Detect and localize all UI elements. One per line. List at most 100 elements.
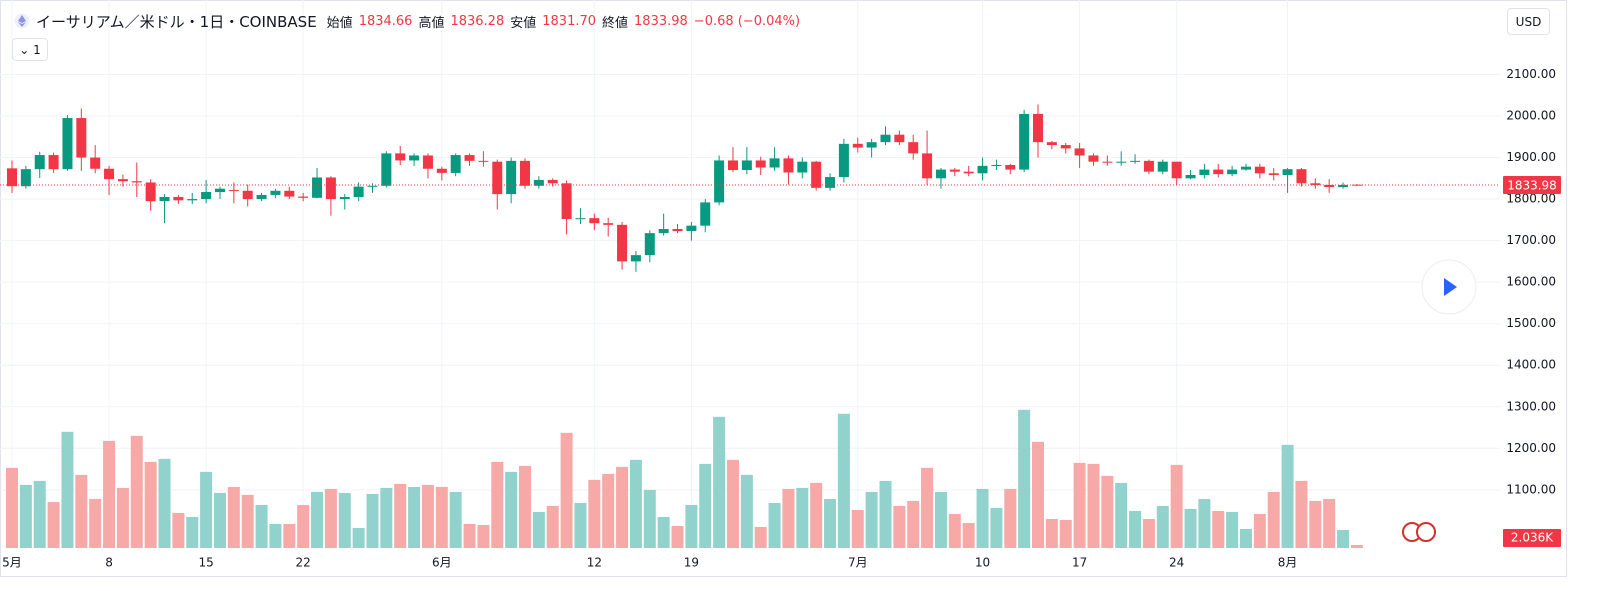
y-tick-label: 1700.00 (1506, 233, 1556, 247)
candle-body (325, 177, 336, 200)
volume-bar (394, 483, 407, 548)
candle-body (284, 190, 295, 197)
volume-bar (1142, 518, 1155, 548)
volume-bar (1184, 508, 1197, 548)
volume-bar (810, 482, 823, 548)
candle-body (1296, 169, 1307, 184)
candle-body (422, 155, 433, 169)
candle-body (20, 169, 31, 187)
candle-body (214, 188, 225, 193)
x-tick-label: 17 (1072, 556, 1087, 570)
x-tick-label: 22 (296, 556, 311, 570)
candle-body (62, 118, 73, 170)
volume-bar (477, 524, 490, 548)
volume-bar (144, 461, 157, 548)
volume-bar (47, 501, 60, 548)
candle-body (630, 255, 641, 262)
candle-body (1268, 173, 1279, 175)
volume-bar (1045, 518, 1058, 548)
volume-bar (879, 480, 892, 548)
volume-bar (851, 509, 864, 548)
volume-bar (1073, 462, 1086, 548)
x-tick-label: 10 (975, 556, 990, 570)
volume-bar (837, 413, 850, 548)
candle-body (1157, 161, 1168, 172)
volume-bar (990, 507, 1003, 548)
x-tick-label: 24 (1169, 556, 1184, 570)
ohlc-value: 1831.70 (542, 13, 597, 29)
volume-bar (671, 525, 684, 548)
candle-body (1199, 169, 1210, 175)
volume-bar (934, 491, 947, 548)
price-tag (1503, 175, 1561, 194)
currency-button[interactable]: USD (1507, 8, 1550, 35)
volume-bar (948, 513, 961, 548)
volume-bar (1281, 444, 1294, 548)
candle-body (1171, 161, 1182, 179)
candle-body (409, 155, 420, 161)
y-tick-label: 2000.00 (1506, 109, 1556, 123)
y-tick-label: 1900.00 (1506, 150, 1556, 164)
candle-body (117, 179, 128, 182)
volume-bar (1253, 513, 1266, 548)
volume-bar (713, 416, 726, 548)
candle-body (298, 196, 309, 198)
volume-tag (1503, 529, 1561, 547)
candle-body (1130, 160, 1141, 162)
volume-bar (1212, 510, 1225, 548)
candle-body (880, 134, 891, 143)
candle-body (991, 165, 1002, 167)
candle-body (797, 161, 808, 173)
candle-body (187, 199, 198, 201)
candle-body (1310, 183, 1321, 185)
volume-bar (629, 459, 642, 548)
candle-body (381, 153, 392, 186)
volume-bar (449, 491, 462, 548)
candle-body (575, 218, 586, 220)
candle-body (256, 194, 267, 200)
x-tick-label: 5月 (2, 556, 22, 570)
candle-body (1213, 169, 1224, 175)
candle-body (339, 197, 350, 200)
event-icon[interactable] (1416, 522, 1436, 542)
volume-bar (61, 431, 74, 548)
interval-button[interactable]: ⌄ 1 (12, 38, 48, 61)
volume-bar (213, 492, 226, 548)
candle-body (270, 190, 281, 195)
candle-body (492, 161, 503, 195)
candle-body (838, 143, 849, 178)
candle-body (506, 160, 517, 195)
candle-body (589, 218, 600, 224)
candle-body (852, 143, 863, 148)
volume-bar (130, 435, 143, 548)
volume-bar (366, 493, 379, 548)
volume-bar (75, 474, 88, 548)
volume-bar (6, 467, 18, 548)
volume-bar (269, 523, 282, 548)
candle-body (949, 169, 960, 172)
interval: 1 (33, 42, 41, 57)
volume-bar (1309, 500, 1322, 548)
x-tick-label: 8月 (1278, 556, 1298, 570)
x-tick-label: 15 (198, 556, 213, 570)
volume-bar (740, 474, 753, 548)
candle-body (367, 185, 378, 187)
volume-bar (227, 486, 240, 548)
x-tick-label: 6月 (432, 556, 452, 570)
x-tick-label: 12 (587, 556, 602, 570)
volume-bar (33, 480, 46, 548)
volume-bar (1018, 409, 1031, 548)
ohlc-value: 1834.66 (358, 13, 413, 29)
volume-bar (255, 504, 268, 548)
candle-body (700, 202, 711, 226)
candle-body (866, 142, 877, 148)
volume-bar (505, 471, 518, 548)
volume-bar (685, 504, 698, 548)
volume-bar (1295, 480, 1308, 548)
ohlc-name: 始値 (326, 15, 353, 31)
volume-bar (1032, 441, 1045, 548)
volume-bar (297, 504, 310, 548)
y-tick-label: 1200.00 (1506, 441, 1556, 455)
candle-body (201, 192, 212, 200)
